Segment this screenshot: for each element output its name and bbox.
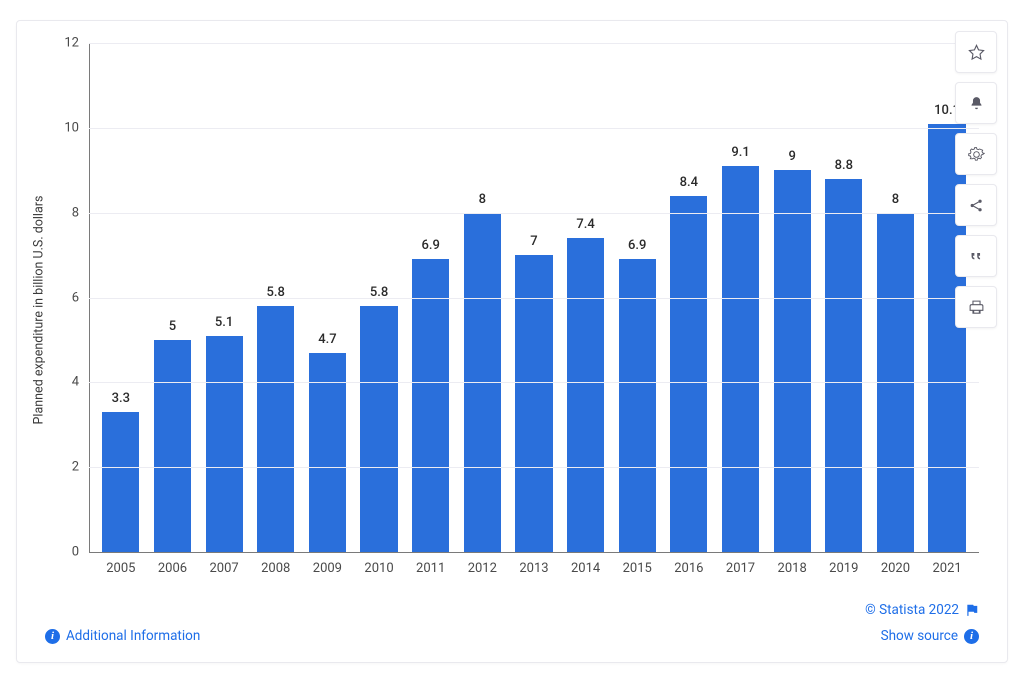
copyright-label: © Statista 2022 bbox=[865, 602, 979, 618]
x-tick-label: 2020 bbox=[870, 561, 922, 576]
bar-value-label: 9.1 bbox=[731, 145, 749, 160]
y-tick-label: 6 bbox=[72, 290, 79, 305]
x-tick-label: 2007 bbox=[198, 561, 250, 576]
bar-rect bbox=[154, 340, 191, 552]
grid-line bbox=[89, 43, 979, 44]
bar-rect bbox=[825, 179, 862, 552]
y-tick-label: 10 bbox=[64, 120, 79, 135]
favorite-button[interactable] bbox=[955, 31, 997, 73]
quote-button[interactable] bbox=[955, 235, 997, 277]
bar-value-label: 7 bbox=[530, 234, 537, 249]
show-source-link[interactable]: Show source i bbox=[881, 628, 979, 644]
bar-value-label: 8 bbox=[892, 192, 899, 207]
x-tick-label: 2013 bbox=[508, 561, 560, 576]
print-button[interactable] bbox=[955, 286, 997, 328]
bar-value-label: 6.9 bbox=[628, 238, 646, 253]
y-tick-label: 2 bbox=[72, 460, 79, 475]
bar-rect bbox=[567, 238, 604, 552]
y-tick-label: 4 bbox=[72, 375, 79, 390]
bar-rect bbox=[774, 170, 811, 552]
x-tick-label: 2019 bbox=[818, 561, 870, 576]
bar-value-label: 3.3 bbox=[112, 391, 130, 406]
x-tick-label: 2021 bbox=[921, 561, 973, 576]
plot-region: 3.355.15.84.75.86.9877.46.98.49.198.8810… bbox=[89, 43, 979, 553]
bar-rect bbox=[515, 255, 552, 552]
bar-value-label: 5 bbox=[169, 319, 176, 334]
x-tick-label: 2005 bbox=[95, 561, 147, 576]
y-tick-label: 0 bbox=[72, 545, 79, 560]
favorite-icon bbox=[968, 44, 985, 61]
x-axis-labels: 2005200620072008200920102011201220132014… bbox=[89, 553, 979, 576]
bar-value-label: 5.1 bbox=[215, 315, 233, 330]
print-icon bbox=[968, 299, 985, 316]
chart-area: Planned expenditure in billion U.S. doll… bbox=[45, 43, 979, 576]
bar-value-label: 9 bbox=[788, 149, 795, 164]
x-tick-label: 2016 bbox=[663, 561, 715, 576]
side-toolbar bbox=[955, 31, 997, 328]
grid-line bbox=[89, 128, 979, 129]
x-tick-label: 2010 bbox=[353, 561, 405, 576]
x-tick-label: 2009 bbox=[302, 561, 354, 576]
x-tick-label: 2008 bbox=[250, 561, 302, 576]
gear-button[interactable] bbox=[955, 133, 997, 175]
bar-rect bbox=[206, 336, 243, 552]
grid-line bbox=[89, 298, 979, 299]
x-tick-label: 2018 bbox=[766, 561, 818, 576]
x-tick-label: 2011 bbox=[405, 561, 457, 576]
share-button[interactable] bbox=[955, 184, 997, 226]
bar-rect bbox=[360, 306, 397, 552]
y-tick-label: 8 bbox=[72, 205, 79, 220]
grid-line bbox=[89, 382, 979, 383]
x-tick-label: 2012 bbox=[456, 561, 508, 576]
share-icon bbox=[968, 197, 985, 214]
bar-value-label: 8.8 bbox=[835, 158, 853, 173]
x-tick-label: 2017 bbox=[715, 561, 767, 576]
bar-value-label: 4.7 bbox=[318, 332, 336, 347]
quote-icon bbox=[968, 248, 985, 265]
show-source-label: Show source bbox=[881, 628, 958, 644]
bar-value-label: 8 bbox=[479, 192, 486, 207]
bar-rect bbox=[722, 166, 759, 552]
y-tick-label: 12 bbox=[64, 36, 79, 51]
bar-value-label: 6.9 bbox=[421, 238, 439, 253]
additional-information-label: Additional Information bbox=[66, 628, 200, 644]
gear-icon bbox=[968, 146, 985, 163]
info-icon: i bbox=[45, 629, 60, 644]
chart-card: Planned expenditure in billion U.S. doll… bbox=[16, 20, 1008, 663]
info-icon: i bbox=[964, 629, 979, 644]
y-axis-title: Planned expenditure in billion U.S. doll… bbox=[32, 195, 47, 424]
flag-icon bbox=[965, 603, 979, 617]
bar-rect bbox=[412, 259, 449, 552]
bar-rect bbox=[257, 306, 294, 552]
grid-line bbox=[89, 467, 979, 468]
bar-rect bbox=[670, 196, 707, 552]
bar-value-label: 8.4 bbox=[680, 175, 698, 190]
bell-button[interactable] bbox=[955, 82, 997, 124]
bar-value-label: 7.4 bbox=[576, 217, 594, 232]
bell-icon bbox=[968, 95, 985, 112]
additional-information-link[interactable]: i Additional Information bbox=[45, 628, 200, 644]
bar-rect bbox=[619, 259, 656, 552]
x-tick-label: 2014 bbox=[560, 561, 612, 576]
x-tick-label: 2006 bbox=[147, 561, 199, 576]
x-tick-label: 2015 bbox=[611, 561, 663, 576]
bar-rect bbox=[102, 412, 139, 552]
chart-footer: i Additional Information © Statista 2022… bbox=[45, 602, 979, 644]
grid-line bbox=[89, 213, 979, 214]
